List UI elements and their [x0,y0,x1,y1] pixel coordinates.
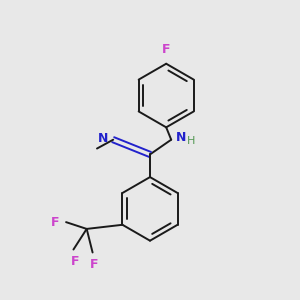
Text: F: F [71,255,79,268]
Text: H: H [187,136,195,146]
Text: N: N [176,131,186,144]
Text: F: F [90,258,98,272]
Text: F: F [51,216,60,229]
Text: F: F [162,44,170,56]
Text: N: N [98,132,108,145]
